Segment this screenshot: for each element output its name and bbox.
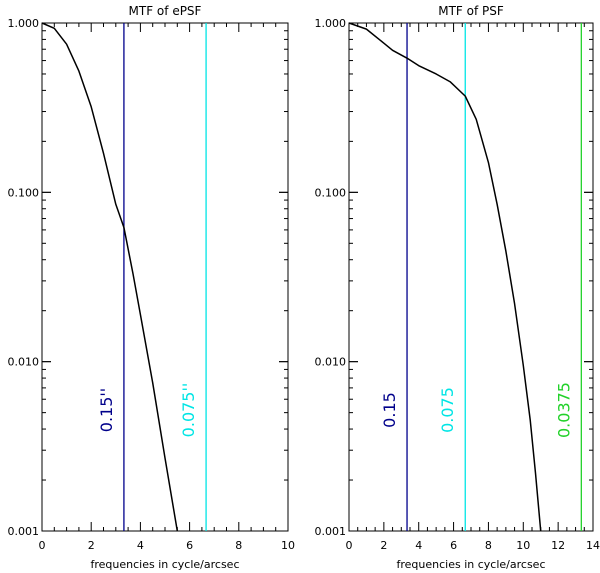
x-axis-label: frequencies in cycle/arcsec <box>397 558 546 571</box>
x-tick-label: 4 <box>137 539 144 552</box>
x-tick-label: 4 <box>415 539 422 552</box>
chart-title: MTF of ePSF <box>129 4 202 18</box>
x-tick-label: 2 <box>380 539 387 552</box>
x-tick-label: 12 <box>551 539 565 552</box>
chart-title: MTF of PSF <box>438 4 504 18</box>
x-tick-label: 2 <box>88 539 95 552</box>
x-tick-label: 10 <box>281 539 295 552</box>
x-tick-label: 0 <box>346 539 353 552</box>
x-axis-label: frequencies in cycle/arcsec <box>91 558 240 571</box>
mtf-curve <box>348 22 542 532</box>
chart-panel-1: MTF of ePSF frequencies in cycle/arcsec 0 2… <box>8 4 296 571</box>
y-tick-label: 1.000 <box>315 17 347 30</box>
y-tick-label: 0.010 <box>8 356 40 369</box>
x-tick-label: 8 <box>235 539 242 552</box>
x-tick-label: 0 <box>39 539 46 552</box>
y-tick-label: 0.100 <box>8 186 40 199</box>
reference-line-label: 0.15 <box>380 392 399 428</box>
plot-frame <box>348 22 594 532</box>
x-tick-label: 8 <box>485 539 492 552</box>
reference-line-label: 0.15'' <box>97 388 116 432</box>
y-tick-label: 0.100 <box>315 186 347 199</box>
y-tick-label: 0.001 <box>8 525 40 538</box>
x-tick-label: 6 <box>186 539 193 552</box>
mtf-curve <box>41 22 179 532</box>
reference-line-label: 0.0375 <box>554 382 573 438</box>
chart-panel-2: MTF of PSF frequencies in cycle/arcsec 0 2 4… <box>315 4 600 571</box>
y-tick-label: 1.000 <box>8 17 40 30</box>
x-tick-label: 6 <box>450 539 457 552</box>
y-tick-label: 0.001 <box>315 525 347 538</box>
reference-line-label: 0.075 <box>438 387 457 433</box>
reference-line-label: 0.075'' <box>179 383 198 438</box>
x-tick-label: 14 <box>586 539 600 552</box>
y-tick-label: 0.010 <box>315 356 347 369</box>
x-tick-label: 10 <box>516 539 530 552</box>
